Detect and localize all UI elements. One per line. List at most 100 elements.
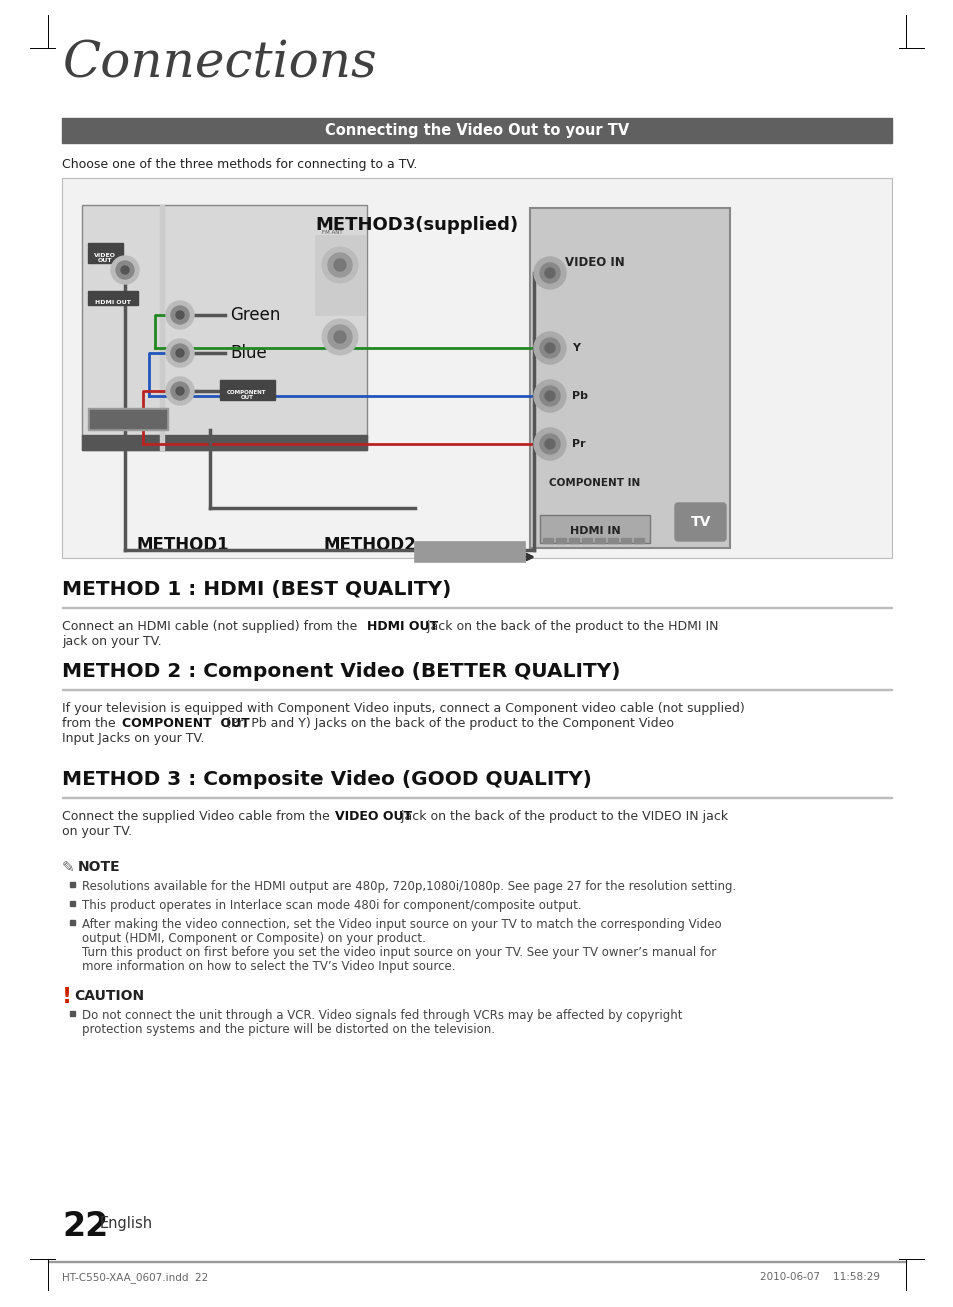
Bar: [634, 538, 643, 542]
Bar: [82, 435, 367, 450]
Bar: [70, 1012, 75, 1016]
Circle shape: [328, 254, 352, 277]
Text: (Pr, Pb and Y) Jacks on the back of the product to the Component Video: (Pr, Pb and Y) Jacks on the back of the …: [222, 718, 673, 731]
Bar: [568, 538, 578, 542]
Circle shape: [534, 257, 565, 289]
Bar: [88, 291, 138, 305]
Circle shape: [544, 342, 555, 353]
Text: COMPONENT
OUT: COMPONENT OUT: [227, 389, 267, 400]
Bar: [62, 178, 891, 558]
Circle shape: [334, 259, 346, 271]
Text: on your TV.: on your TV.: [62, 825, 132, 838]
Text: Y: Y: [572, 342, 579, 353]
Bar: [556, 538, 565, 542]
Text: METHOD 1 : HDMI (BEST QUALITY): METHOD 1 : HDMI (BEST QUALITY): [62, 580, 451, 599]
Circle shape: [544, 268, 555, 278]
Text: VIDEO OUT: VIDEO OUT: [335, 810, 412, 823]
Circle shape: [166, 301, 193, 329]
Text: Blue: Blue: [230, 344, 267, 362]
Circle shape: [539, 386, 559, 406]
Bar: [620, 538, 630, 542]
Text: Input Jacks on your TV.: Input Jacks on your TV.: [62, 732, 204, 745]
Circle shape: [111, 256, 139, 284]
Bar: [70, 882, 75, 887]
Circle shape: [171, 306, 189, 324]
Circle shape: [166, 339, 193, 367]
Bar: [88, 243, 123, 263]
Circle shape: [534, 427, 565, 460]
Text: output (HDMI, Component or Composite) on your product.: output (HDMI, Component or Composite) on…: [82, 932, 425, 945]
Bar: [607, 538, 618, 542]
Circle shape: [322, 319, 357, 356]
Text: 2010-06-07    11:58:29: 2010-06-07 11:58:29: [760, 1272, 879, 1282]
Bar: [595, 538, 604, 542]
Text: Do not connect the unit through a VCR. Video signals fed through VCRs may be aff: Do not connect the unit through a VCR. V…: [82, 1009, 681, 1022]
Text: HDMI OUT: HDMI OUT: [367, 620, 437, 633]
Text: METHOD 2 : Component Video (BETTER QUALITY): METHOD 2 : Component Video (BETTER QUALI…: [62, 663, 619, 681]
Text: jack on your TV.: jack on your TV.: [62, 635, 161, 648]
Bar: [62, 118, 891, 142]
Circle shape: [539, 263, 559, 284]
Text: Connecting the Video Out to your TV: Connecting the Video Out to your TV: [325, 123, 628, 139]
Circle shape: [175, 387, 184, 395]
Bar: [220, 380, 274, 400]
Text: CAUTION: CAUTION: [74, 989, 144, 1002]
Text: METHOD3(supplied): METHOD3(supplied): [315, 216, 518, 234]
Circle shape: [121, 267, 129, 274]
Text: Choose one of the three methods for connecting to a TV.: Choose one of the three methods for conn…: [62, 158, 417, 171]
Text: ✎: ✎: [62, 860, 74, 874]
Text: HT-C550-XAA_0607.indd  22: HT-C550-XAA_0607.indd 22: [62, 1272, 208, 1283]
Circle shape: [539, 434, 559, 454]
Text: from the: from the: [62, 718, 119, 731]
Bar: [314, 265, 365, 315]
Circle shape: [171, 344, 189, 362]
Bar: [415, 542, 524, 562]
Text: HDMI OUT: HDMI OUT: [95, 301, 131, 306]
Text: Resolutions available for the HDMI output are 480p, 720p,1080i/1080p. See page 2: Resolutions available for the HDMI outpu…: [82, 880, 736, 893]
Text: Connections: Connections: [62, 38, 376, 88]
Bar: [70, 901, 75, 906]
Text: Turn this product on first before you set the video input source on your TV. See: Turn this product on first before you se…: [82, 946, 716, 959]
FancyBboxPatch shape: [675, 503, 725, 541]
Circle shape: [539, 339, 559, 358]
Bar: [581, 538, 592, 542]
Text: COMPONENT IN: COMPONENT IN: [549, 478, 640, 488]
Bar: [82, 205, 367, 450]
Circle shape: [175, 311, 184, 319]
Text: Green: Green: [230, 306, 280, 324]
Text: Red: Red: [230, 382, 261, 400]
Bar: [542, 538, 553, 542]
Text: TV: TV: [690, 515, 710, 529]
Circle shape: [544, 391, 555, 401]
Text: VIDEO
OUT: VIDEO OUT: [94, 252, 116, 264]
Text: jack on the back of the product to the VIDEO IN jack: jack on the back of the product to the V…: [396, 810, 727, 823]
Circle shape: [328, 325, 352, 349]
Circle shape: [171, 382, 189, 400]
Text: NOTE: NOTE: [78, 860, 120, 874]
Bar: [90, 410, 166, 427]
Text: Connect the supplied Video cable from the: Connect the supplied Video cable from th…: [62, 810, 334, 823]
Text: jack on the back of the product to the HDMI IN: jack on the back of the product to the H…: [422, 620, 718, 633]
Text: METHOD 3 : Composite Video (GOOD QUALITY): METHOD 3 : Composite Video (GOOD QUALITY…: [62, 770, 591, 789]
Text: Pb: Pb: [572, 391, 587, 401]
Circle shape: [322, 247, 357, 284]
Circle shape: [534, 380, 565, 412]
Circle shape: [166, 376, 193, 405]
Circle shape: [175, 349, 184, 357]
Text: Pr: Pr: [572, 439, 585, 450]
Text: English: English: [100, 1216, 153, 1231]
Text: HDMI IN: HDMI IN: [569, 525, 619, 536]
Text: Connect an HDMI cable (not supplied) from the: Connect an HDMI cable (not supplied) fro…: [62, 620, 361, 633]
Bar: [314, 235, 365, 285]
Circle shape: [544, 439, 555, 450]
Text: VIDEO IN: VIDEO IN: [564, 256, 624, 269]
Text: This product operates in Interlace scan mode 480i for component/composite output: This product operates in Interlace scan …: [82, 899, 581, 912]
Text: COMPONENT  OUT: COMPONENT OUT: [122, 718, 250, 731]
Text: protection systems and the picture will be distorted on the television.: protection systems and the picture will …: [82, 1023, 495, 1036]
Bar: [160, 205, 164, 450]
Bar: [530, 208, 729, 548]
Text: FM ANT: FM ANT: [321, 230, 342, 235]
Text: After making the video connection, set the Video input source on your TV to matc: After making the video connection, set t…: [82, 918, 720, 931]
Circle shape: [534, 332, 565, 365]
Circle shape: [116, 261, 133, 278]
